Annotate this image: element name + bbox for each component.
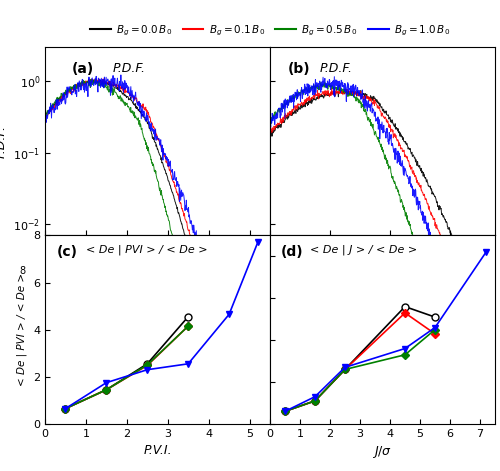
Text: (b): (b) — [288, 62, 310, 76]
Text: < De | PVI > / < De >: < De | PVI > / < De > — [86, 245, 207, 255]
Legend: $B_g = 0.0\, B_0$, $B_g = 0.1\, B_0$, $B_g = 0.5\, B_0$, $B_g = 1.0\, B_0$: $B_g = 0.0\, B_0$, $B_g = 0.1\, B_0$, $B… — [86, 19, 454, 42]
Text: P.D.F.: P.D.F. — [320, 62, 352, 75]
Text: (d): (d) — [281, 245, 304, 259]
Y-axis label: < De | PVI > / < De >: < De | PVI > / < De > — [17, 273, 28, 386]
X-axis label: $J / \sigma$: $J / \sigma$ — [372, 444, 392, 460]
Y-axis label: P.D.F.: P.D.F. — [0, 125, 8, 158]
Text: (c): (c) — [56, 245, 77, 259]
Text: < De | J > / < De >: < De | J > / < De > — [310, 245, 418, 255]
Text: (a): (a) — [72, 62, 94, 76]
Text: P.D.F.: P.D.F. — [112, 62, 146, 75]
Text: 8: 8 — [20, 266, 26, 276]
X-axis label: P.V.I.: P.V.I. — [143, 444, 172, 457]
